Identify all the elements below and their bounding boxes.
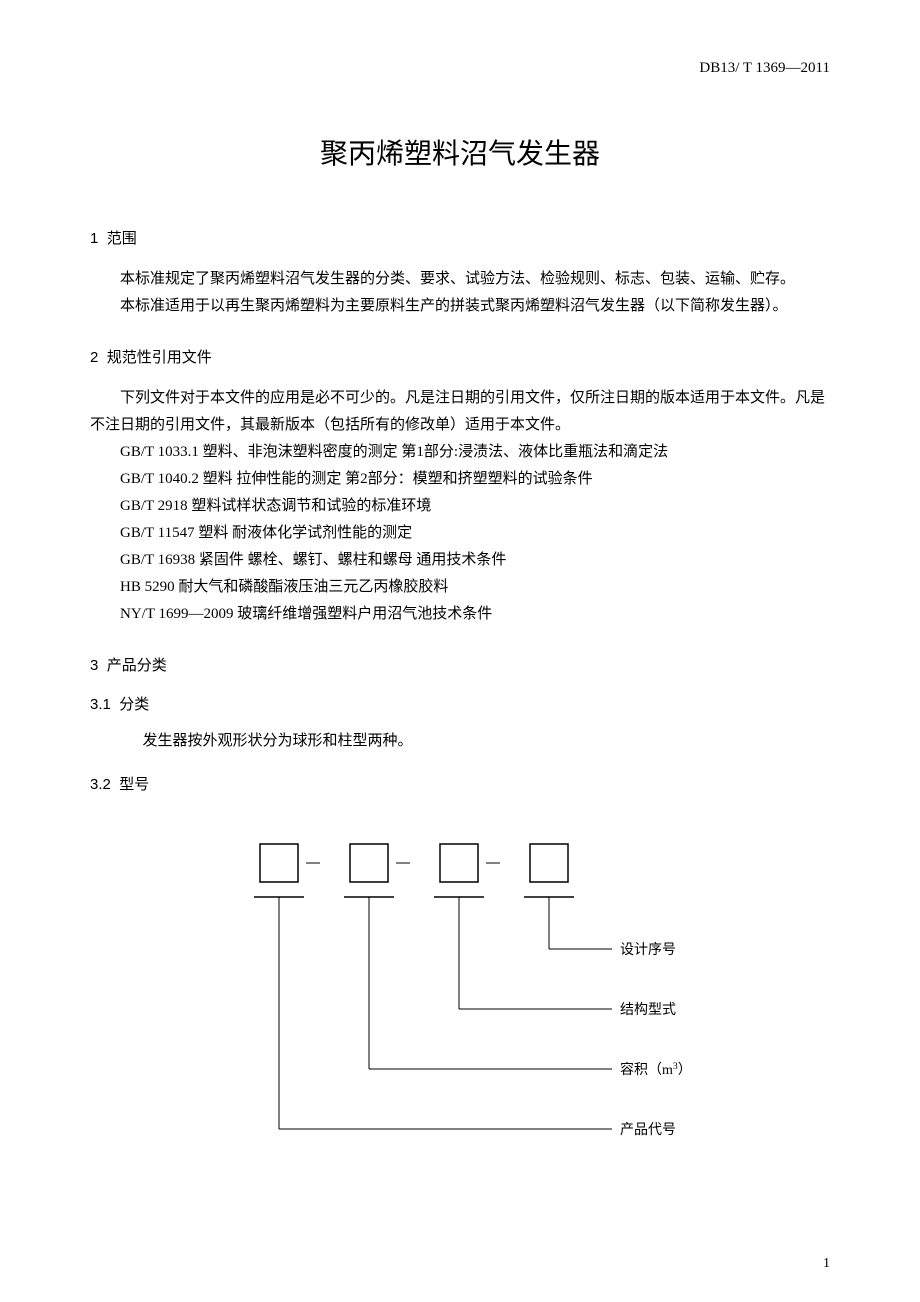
- diagram-svg: 设计序号结构型式容积（m3） 产品代号: [200, 819, 720, 1149]
- svg-text:设计序号: 设计序号: [620, 942, 676, 958]
- model-code-diagram: 设计序号结构型式容积（m3） 产品代号: [90, 819, 830, 1149]
- reference-item: NY/T 1699—2009 玻璃纤维增强塑料户用沼气池技术条件: [120, 601, 830, 628]
- page-number: 1: [823, 1256, 830, 1272]
- section-3-heading: 3 产品分类: [90, 654, 830, 675]
- svg-text:结构型式: 结构型式: [620, 1002, 676, 1018]
- section-1-p2: 本标准适用于以再生聚丙烯塑料为主要原料生产的拼装式聚丙烯塑料沼气发生器（以下简称…: [90, 293, 830, 320]
- svg-text:产品代号: 产品代号: [620, 1122, 676, 1138]
- section-1-label: 范围: [107, 230, 137, 247]
- section-1-p1: 本标准规定了聚丙烯塑料沼气发生器的分类、要求、试验方法、检验规则、标志、包装、运…: [90, 266, 830, 293]
- section-2-label: 规范性引用文件: [107, 349, 212, 366]
- reference-item: GB/T 2918 塑料试样状态调节和试验的标准环境: [120, 493, 830, 520]
- section-1-heading: 1 范围: [90, 227, 830, 248]
- doc-code: DB13/ T 1369—2011: [90, 60, 830, 77]
- reference-item: GB/T 11547 塑料 耐液体化学试剂性能的测定: [120, 520, 830, 547]
- subsection-3-1-num: 3.1: [90, 696, 111, 713]
- section-3-label: 产品分类: [107, 657, 167, 674]
- subsection-3-2-label: 型号: [119, 776, 149, 793]
- section-1-num: 1: [90, 230, 98, 247]
- subsection-3-1-label: 分类: [119, 696, 149, 713]
- subsection-3-2-num: 3.2: [90, 776, 111, 793]
- section-3-num: 3: [90, 657, 98, 674]
- reference-item: GB/T 16938 紧固件 螺栓、螺钉、螺柱和螺母 通用技术条件: [120, 547, 830, 574]
- reference-list: GB/T 1033.1 塑料、非泡沫塑料密度的测定 第1部分:浸渍法、液体比重瓶…: [90, 439, 830, 628]
- section-2-heading: 2 规范性引用文件: [90, 346, 830, 367]
- svg-text:容积（m3）: 容积（m3）: [620, 1061, 692, 1079]
- reference-item: GB/T 1033.1 塑料、非泡沫塑料密度的测定 第1部分:浸渍法、液体比重瓶…: [120, 439, 830, 466]
- reference-item: GB/T 1040.2 塑料 拉伸性能的测定 第2部分：模塑和挤塑塑料的试验条件: [120, 466, 830, 493]
- subsection-3-2-heading: 3.2 型号: [90, 773, 830, 794]
- section-2-num: 2: [90, 349, 98, 366]
- subsection-3-1-text: 发生器按外观形状分为球形和柱型两种。: [90, 728, 830, 755]
- reference-item: HB 5290 耐大气和磷酸酯液压油三元乙丙橡胶胶料: [120, 574, 830, 601]
- subsection-3-1-heading: 3.1 分类: [90, 693, 830, 714]
- page-title: 聚丙烯塑料沼气发生器: [90, 132, 830, 172]
- section-2-intro: 下列文件对于本文件的应用是必不可少的。凡是注日期的引用文件，仅所注日期的版本适用…: [90, 385, 830, 439]
